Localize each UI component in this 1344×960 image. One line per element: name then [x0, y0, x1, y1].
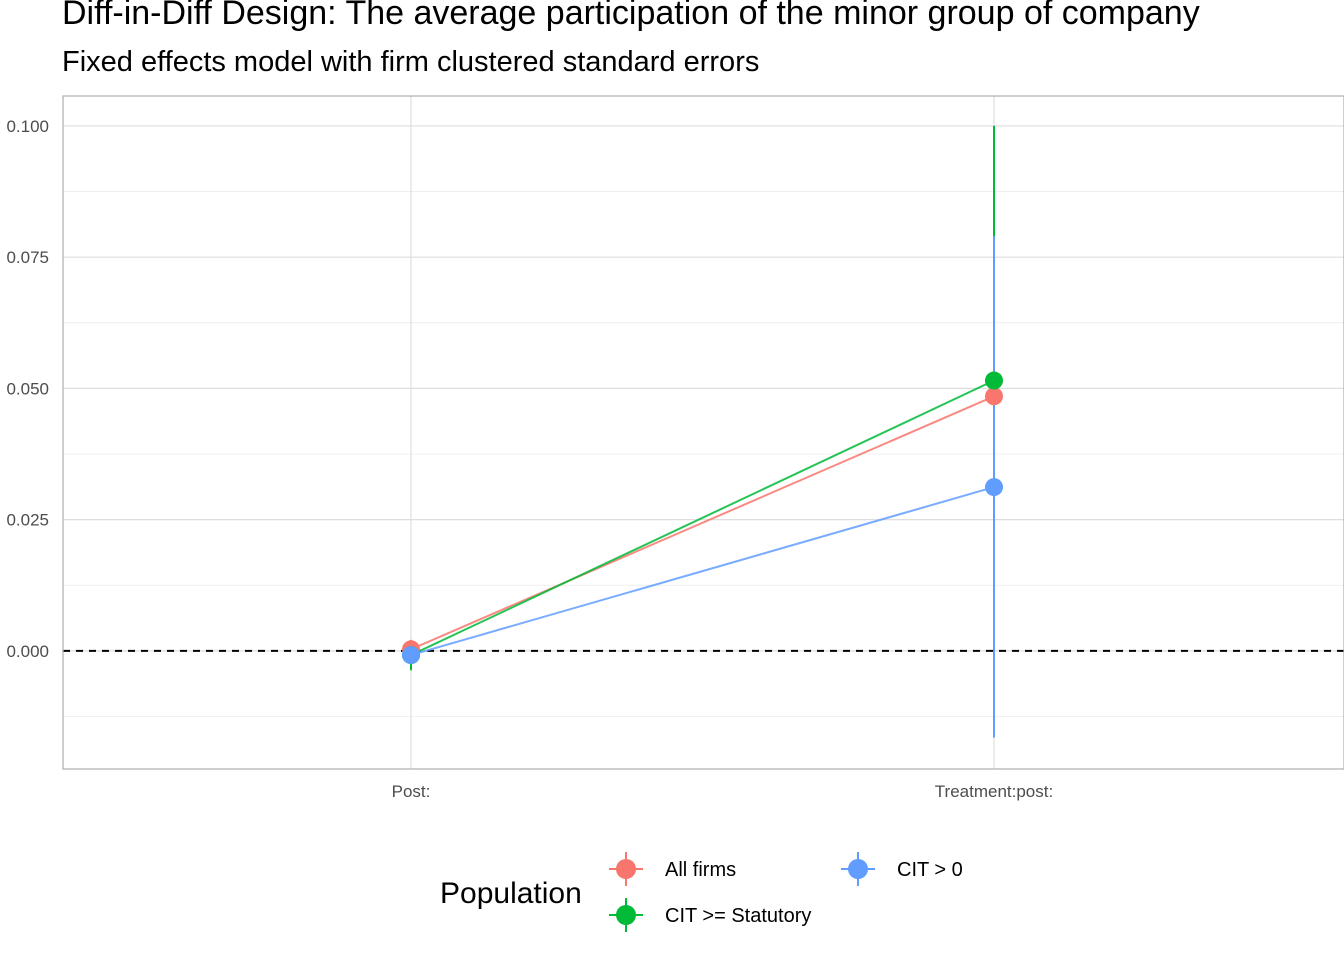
series-lines — [410, 379, 995, 657]
data-point-cit-0 — [402, 646, 420, 665]
legend: Population All firms CIT >= Statutory CIT >… — [440, 852, 963, 932]
y-tick-label: 0.100 — [6, 117, 49, 136]
chart-title: Diff-in-Diff Design: The average partici… — [62, 0, 1200, 32]
y-tick-label: 0.050 — [6, 379, 49, 398]
legend-item-cit-0: CIT > 0 — [841, 852, 963, 886]
legend-label-cit-0: CIT > 0 — [897, 859, 963, 881]
y-axis-tick-labels: 0.000 0.025 0.050 0.075 0.100 — [6, 117, 49, 661]
plot-panel — [63, 96, 1344, 769]
legend-title: Population — [440, 877, 582, 910]
chart-subtitle: Fixed effects model with firm clustered … — [62, 46, 760, 78]
data-point-all-firms — [985, 387, 1003, 406]
legend-item-cit-statutory: CIT >= Statutory — [609, 898, 811, 932]
data-point-cit-0 — [985, 478, 1003, 497]
legend-marker-cit-0 — [848, 859, 868, 879]
series-line-all-firms — [410, 395, 995, 651]
legend-label-all-firms: All firms — [665, 859, 736, 881]
y-tick-label: 0.000 — [6, 642, 49, 661]
legend-label-cit-statutory: CIT >= Statutory — [665, 905, 811, 927]
data-points — [402, 371, 1003, 665]
y-tick-label: 0.075 — [6, 248, 49, 267]
plot-border — [62, 95, 1344, 770]
series-line-cit-0 — [410, 486, 995, 657]
legend-marker-all-firms — [616, 859, 636, 879]
y-tick-label: 0.025 — [6, 511, 49, 530]
series-line-cit-statutory — [410, 379, 995, 656]
legend-marker-cit-statutory — [616, 905, 636, 925]
data-point-cit-statutory — [985, 371, 1003, 390]
x-tick-label: Treatment:post: — [935, 782, 1053, 801]
x-tick-label: Post: — [392, 782, 431, 801]
x-axis-tick-labels: Post: Treatment:post: — [392, 782, 1054, 801]
legend-item-all-firms: All firms — [609, 852, 736, 886]
